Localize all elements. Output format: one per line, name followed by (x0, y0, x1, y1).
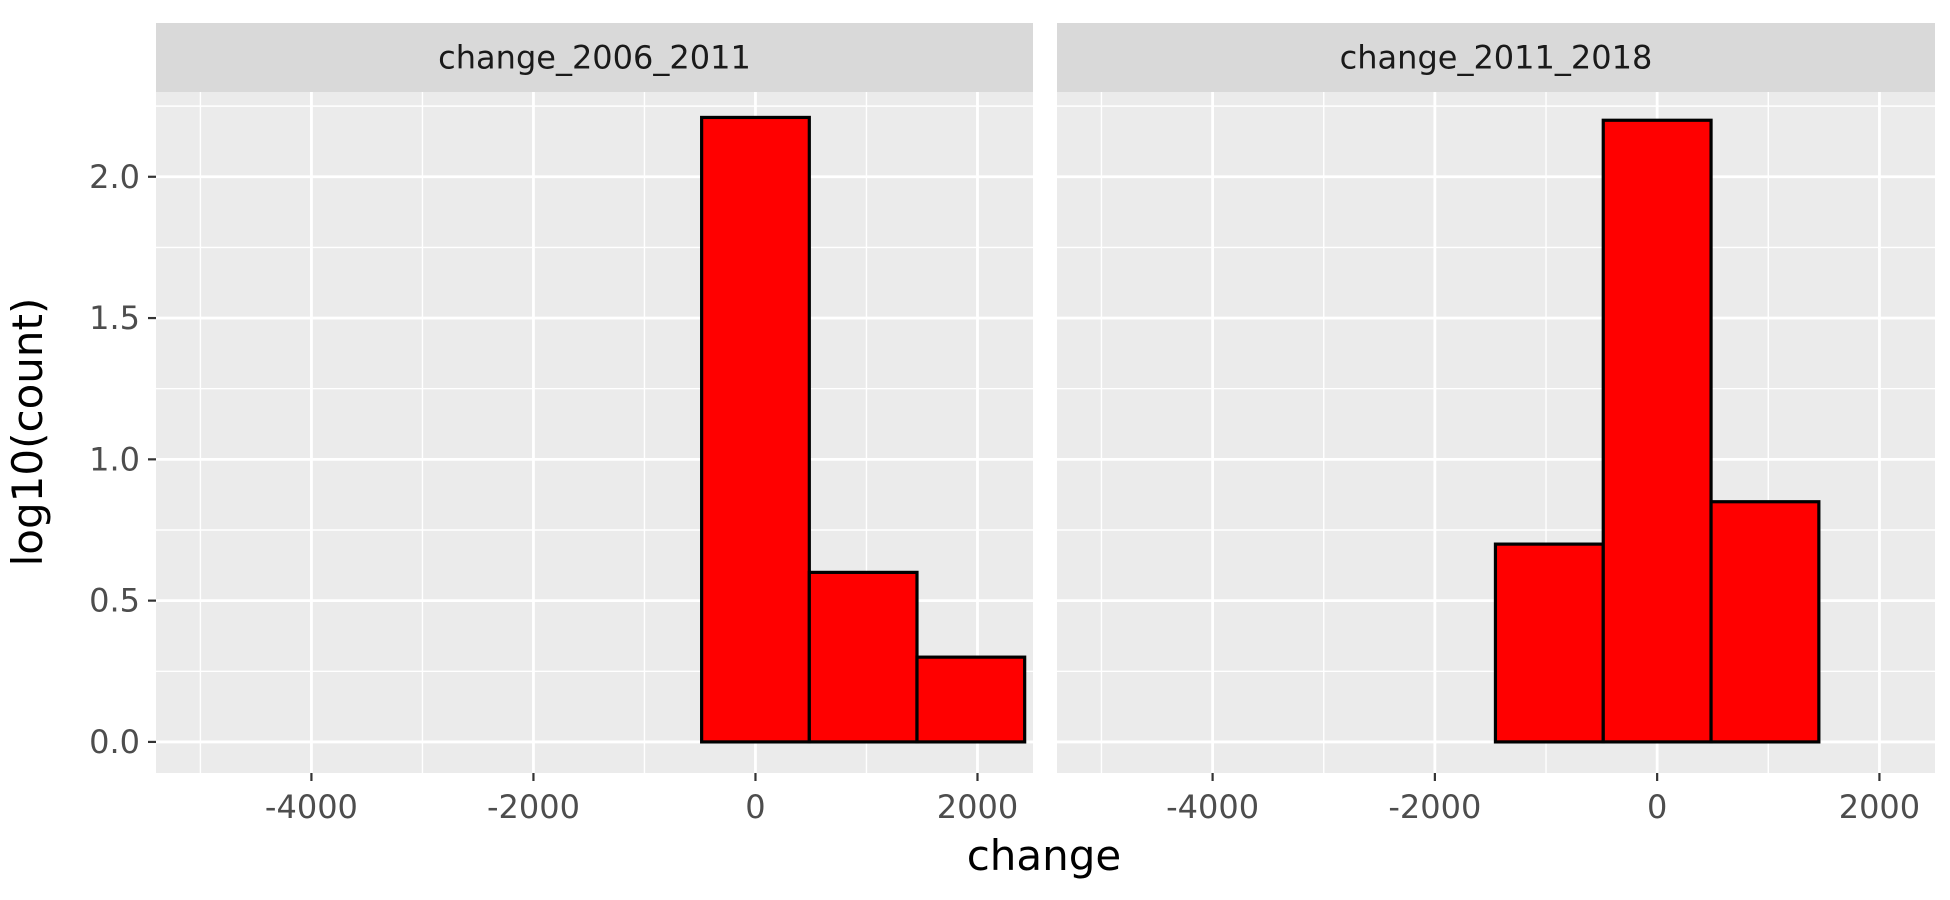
histogram-bar (915, 655, 1027, 744)
y-axis-title: log10(count) (3, 298, 52, 567)
x-tick-label: -4000 (1166, 788, 1259, 826)
x-axis-title: change (967, 831, 1122, 880)
x-tick-label: -4000 (265, 788, 358, 826)
y-tick-label: 1.0 (89, 440, 140, 478)
histogram-bar (700, 115, 811, 744)
y-tick-label: 0.5 (89, 582, 140, 620)
facet-strip (1057, 23, 1935, 92)
histogram-bar (807, 570, 919, 744)
facet-panel: change_2011_2018 -4000 -2000 0 2000 (1057, 23, 1935, 826)
facet-strip-label: change_2011_2018 (1340, 39, 1653, 77)
y-tick-label: 1.5 (89, 299, 140, 337)
x-tick-label: 0 (1647, 788, 1667, 826)
y-axis: 0.0 0.5 1.0 1.5 2.0 (89, 158, 156, 761)
x-tick-label: 2000 (937, 788, 1018, 826)
histogram-bar (1493, 542, 1605, 744)
x-tick-label: 0 (745, 788, 765, 826)
facet-panels: change_2006_2011-4000 -2000 0 2000change_20… (156, 23, 1935, 826)
y-tick-label: 0.0 (89, 723, 140, 761)
facet-panel: change_2006_2011 -4000 -2000 0 2000 (156, 23, 1033, 826)
x-tick-label: -2000 (487, 788, 580, 826)
x-tick-label: -2000 (1388, 788, 1481, 826)
histogram-bar (1709, 500, 1821, 744)
x-tick-label: 2000 (1839, 788, 1920, 826)
facet-strip (156, 23, 1033, 92)
facet-strip-label: change_2006_2011 (438, 39, 751, 77)
histogram-bar (1601, 118, 1713, 744)
y-tick-label: 2.0 (89, 158, 140, 196)
